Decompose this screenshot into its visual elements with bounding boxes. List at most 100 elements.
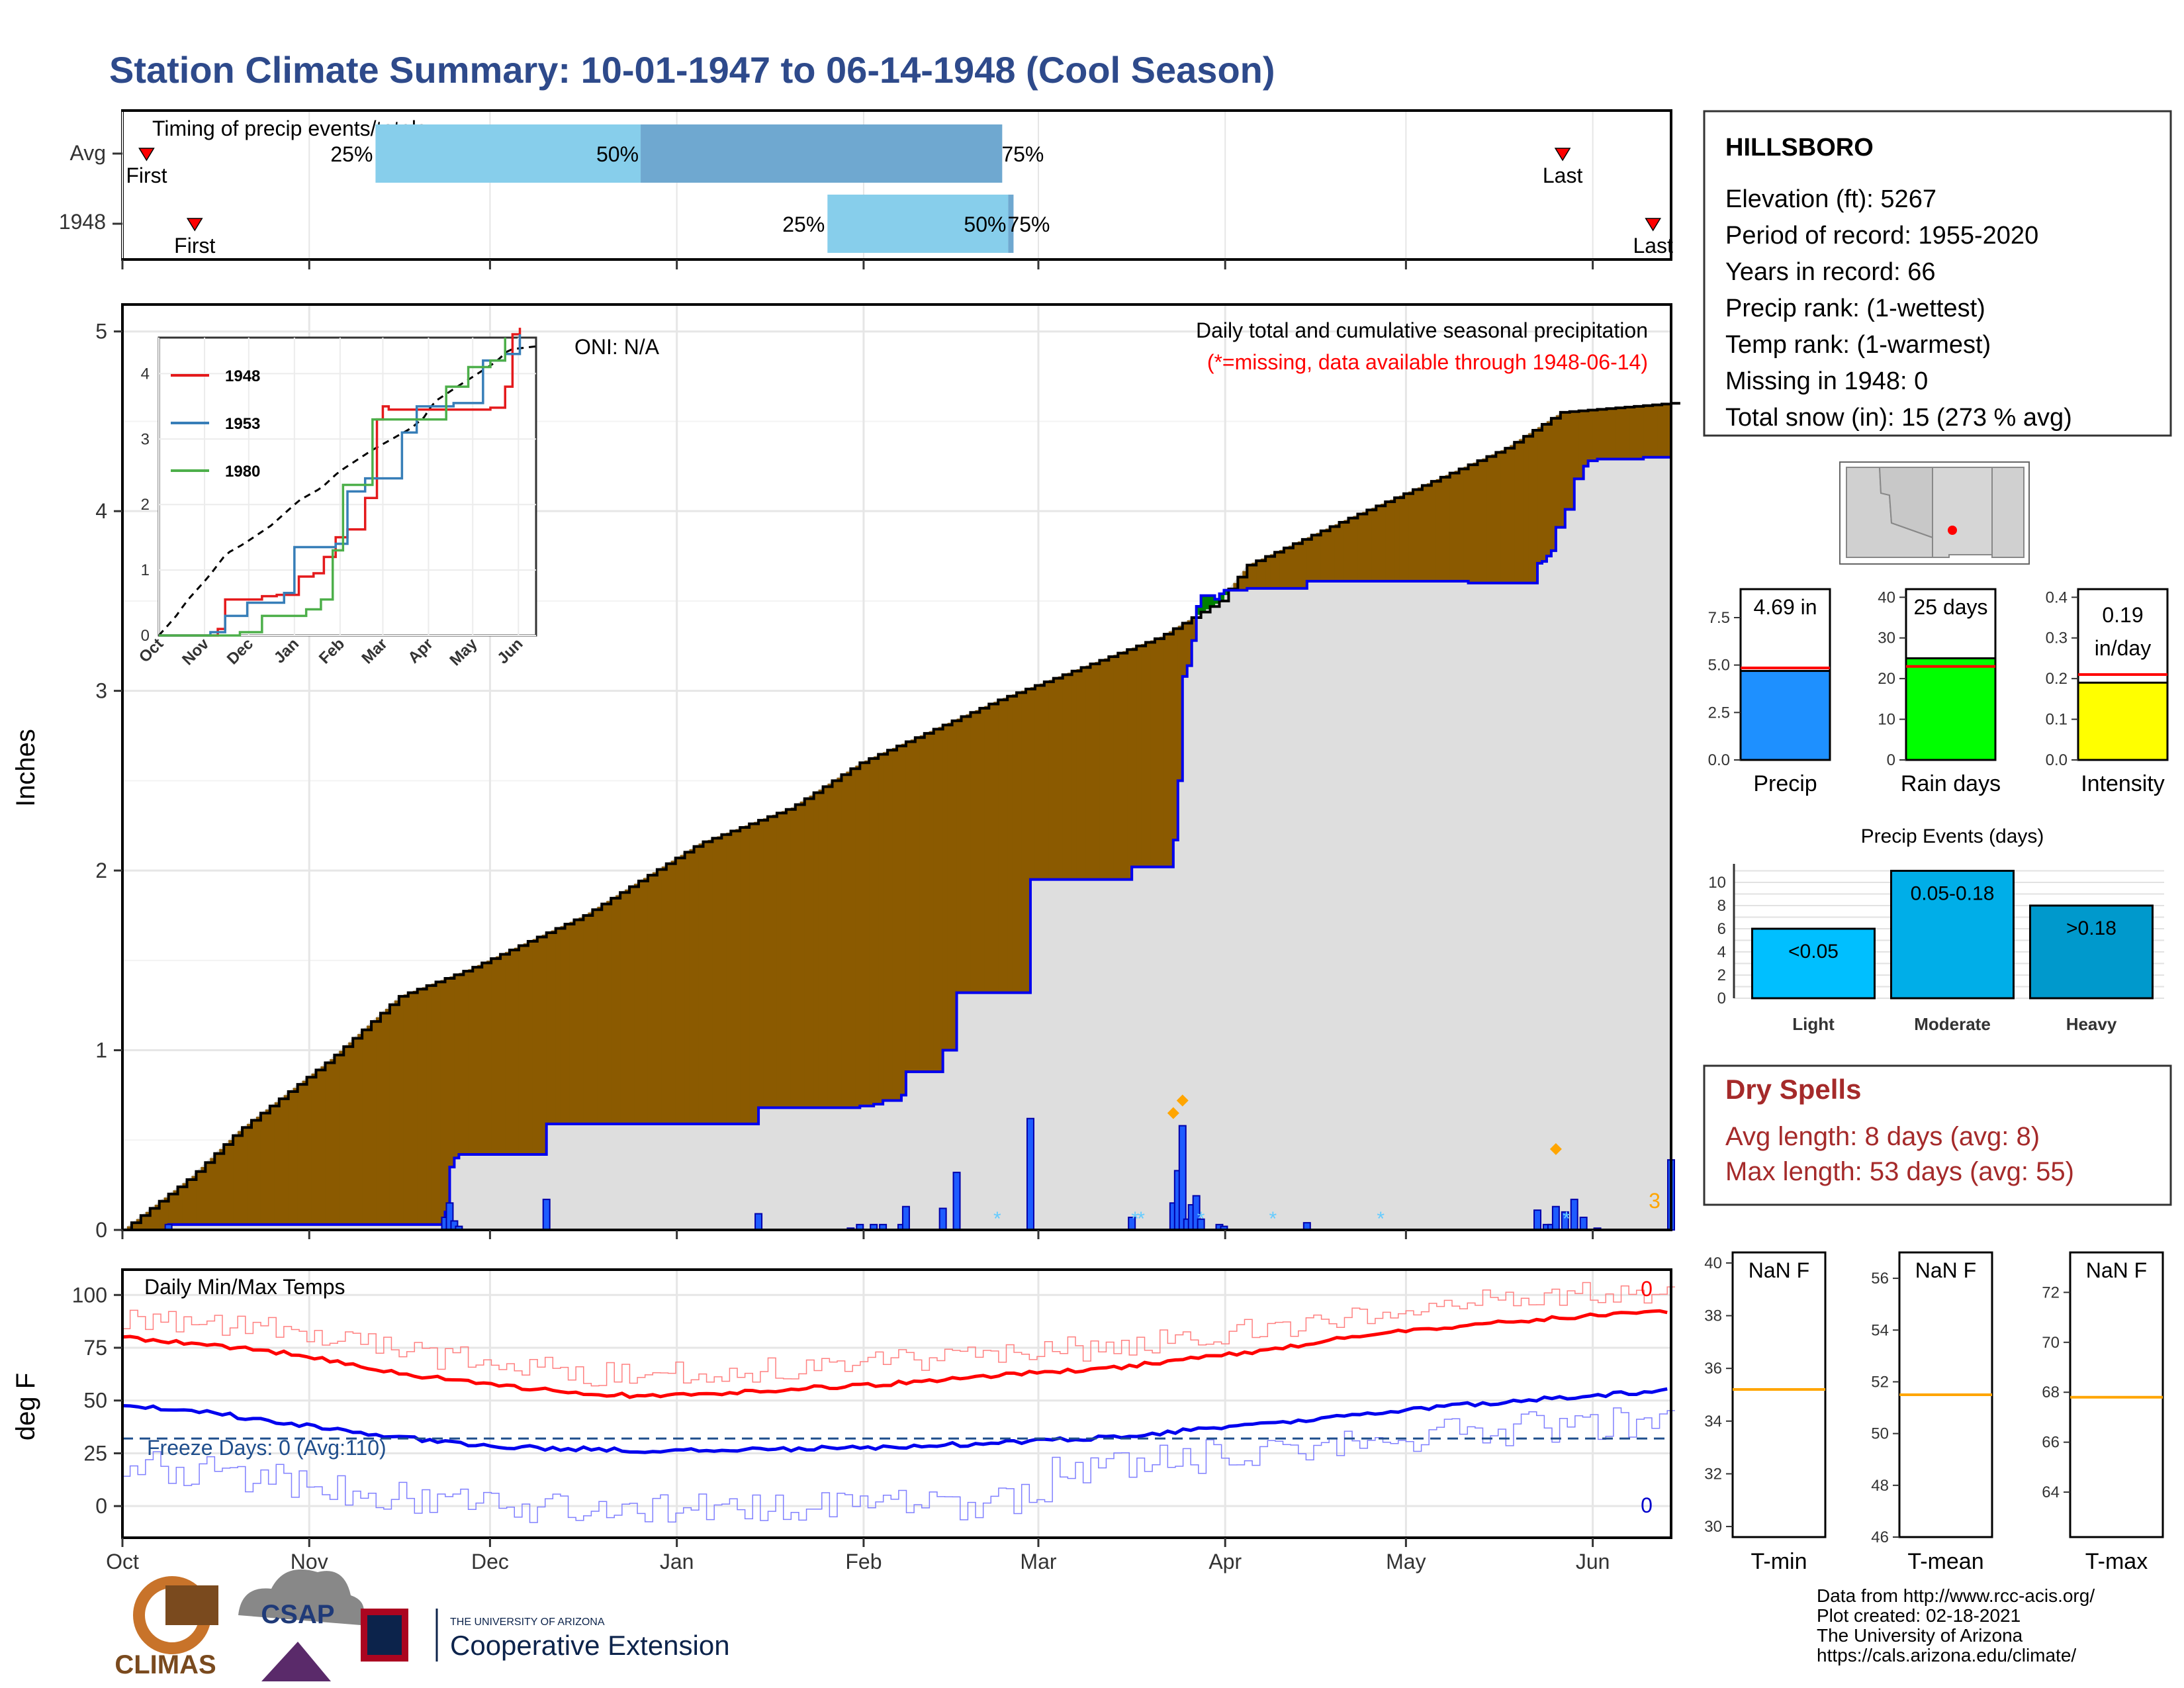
deficit-area bbox=[1339, 522, 1345, 582]
deficit-area bbox=[1146, 642, 1151, 867]
deficit-area bbox=[1602, 408, 1608, 459]
deficit-area bbox=[1629, 406, 1635, 459]
deficit-area bbox=[463, 971, 469, 1154]
deficit-area bbox=[1109, 657, 1114, 880]
surplus-area bbox=[1219, 594, 1225, 601]
temp-box-value-2: NaN F bbox=[2086, 1258, 2147, 1282]
deficit-area bbox=[1551, 418, 1557, 551]
deficit-area bbox=[1505, 448, 1510, 583]
deficit-area bbox=[1574, 411, 1580, 479]
temp-box-tick-label: 66 bbox=[2042, 1434, 2060, 1452]
mini-bar-2 bbox=[2077, 681, 2169, 761]
deficit-area bbox=[731, 831, 736, 1124]
deficit-area bbox=[1606, 408, 1612, 459]
deficit-area bbox=[1034, 685, 1040, 880]
station-info-line-5: Missing in 1948: 0 bbox=[1725, 367, 1928, 395]
events-bar-1 bbox=[1890, 870, 2015, 1000]
temp-panel: Daily Min/Max Temps Freeze Days: 0 (Avg:… bbox=[11, 1230, 1675, 1573]
deficit-area bbox=[850, 769, 856, 1108]
mini-bar-tick-label: 10 bbox=[1878, 711, 1895, 729]
deficit-area bbox=[1496, 452, 1501, 583]
deficit-area bbox=[837, 777, 842, 1108]
deficit-area bbox=[435, 982, 441, 1225]
inset-legend-label-2: 1980 bbox=[225, 463, 260, 481]
deficit-area bbox=[1404, 493, 1409, 582]
daily-precip-bar-13 bbox=[938, 1207, 947, 1231]
temp-box-frame-2 bbox=[2069, 1251, 2164, 1538]
deficit-area bbox=[1159, 637, 1165, 867]
deficit-area bbox=[353, 1038, 358, 1225]
daily-precip-bar-33 bbox=[1579, 1216, 1588, 1231]
deficit-area bbox=[781, 811, 787, 1108]
timing-q50-label-1: 50% bbox=[964, 212, 1006, 236]
deficit-area bbox=[145, 1211, 151, 1230]
deficit-area bbox=[1150, 640, 1156, 867]
deficit-area bbox=[1555, 415, 1561, 528]
deficit-area bbox=[823, 786, 829, 1108]
mini-bar-tick-label: 7.5 bbox=[1708, 609, 1730, 627]
deficit-area bbox=[1440, 477, 1446, 582]
deficit-area bbox=[1648, 405, 1653, 457]
max-temp-count: 0 bbox=[1641, 1277, 1653, 1301]
deficit-area bbox=[1459, 469, 1465, 582]
deficit-area bbox=[1565, 412, 1570, 510]
deficit-area bbox=[717, 836, 722, 1124]
deficit-area bbox=[1454, 471, 1460, 582]
daily-precip-bar-27 bbox=[1533, 1209, 1542, 1231]
deficit-area bbox=[279, 1098, 285, 1225]
last-event-marker-1 bbox=[1645, 218, 1662, 232]
deficit-area bbox=[592, 910, 598, 1124]
deficit-area bbox=[675, 858, 681, 1124]
deficit-area bbox=[1026, 688, 1031, 993]
deficit-area bbox=[182, 1183, 188, 1225]
deficit-area bbox=[790, 808, 796, 1108]
deficit-area bbox=[1284, 547, 1289, 588]
inset-y-tick-label-3: 3 bbox=[141, 430, 150, 448]
deficit-area bbox=[657, 869, 662, 1124]
deficit-area bbox=[1357, 514, 1363, 582]
temp-box-tick-label: 32 bbox=[1704, 1465, 1722, 1483]
deficit-area bbox=[445, 978, 451, 1212]
deficit-area bbox=[1090, 663, 1096, 880]
deficit-area bbox=[1191, 617, 1197, 641]
deficit-area bbox=[1435, 479, 1441, 582]
dry-spells-title: Dry Spells bbox=[1725, 1074, 1861, 1105]
deficit-area bbox=[1390, 499, 1395, 582]
deficit-area bbox=[473, 967, 478, 1154]
deficit-area bbox=[1639, 406, 1644, 459]
temp-box-tick-label: 30 bbox=[1704, 1518, 1722, 1536]
station-info-line-2: Years in record: 66 bbox=[1725, 258, 1936, 286]
surplus-area bbox=[1210, 595, 1216, 607]
freeze-days-label: Freeze Days: 0 (Avg:110) bbox=[147, 1436, 387, 1460]
deficit-area bbox=[1003, 698, 1008, 993]
deficit-area bbox=[1431, 481, 1437, 582]
deficit-area bbox=[381, 1013, 386, 1225]
timing-q25-label-1: 25% bbox=[782, 212, 825, 236]
deficit-area bbox=[343, 1047, 349, 1225]
timing-bar-lower-0 bbox=[375, 124, 641, 183]
deficit-area bbox=[348, 1042, 353, 1225]
deficit-area bbox=[694, 846, 700, 1124]
climas-logo: CLIMAS bbox=[114, 1576, 218, 1679]
deficit-area bbox=[140, 1215, 146, 1230]
deficit-area bbox=[1316, 533, 1322, 582]
deficit-area bbox=[187, 1179, 193, 1225]
deficit-area bbox=[422, 987, 428, 1225]
deficit-area bbox=[412, 990, 418, 1225]
deficit-area bbox=[661, 867, 667, 1124]
deficit-area bbox=[625, 889, 630, 1124]
deficit-area bbox=[518, 945, 524, 1154]
deficit-area bbox=[1173, 628, 1179, 840]
deficit-area bbox=[1519, 439, 1524, 583]
deficit-area bbox=[1449, 473, 1455, 582]
deficit-area bbox=[1058, 676, 1064, 880]
inset-legend-label-1: 1953 bbox=[225, 415, 260, 433]
deficit-area bbox=[689, 849, 695, 1124]
deficit-area bbox=[933, 729, 939, 1072]
deficit-area bbox=[210, 1158, 215, 1225]
deficit-area bbox=[776, 813, 782, 1108]
station-location-marker bbox=[1948, 526, 1957, 535]
temp-box-value-0: NaN F bbox=[1749, 1258, 1809, 1282]
deficit-area bbox=[578, 917, 584, 1124]
daily-precip-bar-32 bbox=[1570, 1198, 1578, 1231]
